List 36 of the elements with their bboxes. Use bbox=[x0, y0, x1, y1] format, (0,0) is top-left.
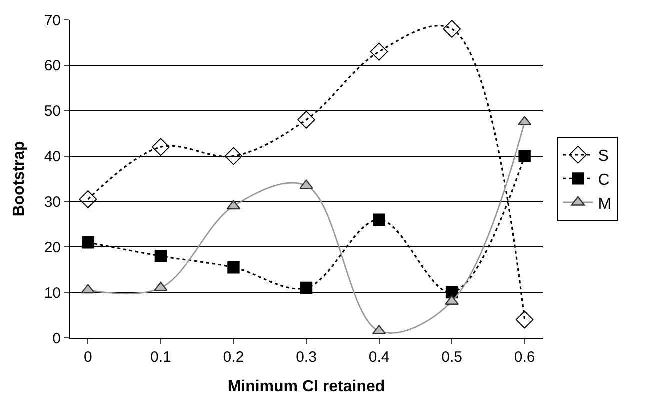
y-tick-label: 0 bbox=[52, 330, 61, 348]
point bbox=[300, 180, 314, 190]
point bbox=[373, 214, 386, 226]
x-tick-label: 0.5 bbox=[442, 349, 462, 366]
x-tick-label: 0 bbox=[84, 349, 92, 366]
y-tick-label: 10 bbox=[44, 284, 61, 302]
point bbox=[228, 261, 240, 274]
y-tick-label: 50 bbox=[44, 103, 61, 120]
x-tick-label: 0.3 bbox=[296, 349, 317, 366]
point bbox=[224, 147, 243, 166]
x-axis-title: Minimum CI retained bbox=[228, 378, 386, 396]
legend-label: S bbox=[598, 148, 609, 166]
point bbox=[443, 20, 461, 38]
point bbox=[300, 282, 313, 294]
y-axis-title: Bootstrap bbox=[11, 141, 28, 217]
x-tick-label: 0.1 bbox=[150, 349, 172, 366]
point bbox=[154, 250, 168, 262]
point bbox=[154, 282, 168, 292]
x-tick-label: 0.6 bbox=[514, 349, 536, 366]
legend-label: C bbox=[598, 172, 610, 189]
x-tick-label: 0.2 bbox=[223, 349, 244, 366]
point bbox=[370, 42, 388, 61]
y-tick-label: 70 bbox=[44, 12, 61, 30]
y-tick-label: 40 bbox=[44, 148, 61, 166]
y-tick-label: 20 bbox=[44, 239, 61, 256]
y-tick-label: 60 bbox=[44, 58, 61, 75]
point bbox=[152, 138, 170, 156]
point bbox=[518, 150, 531, 162]
point bbox=[445, 296, 459, 306]
point bbox=[82, 236, 94, 249]
legend-label: M bbox=[598, 196, 612, 213]
point bbox=[516, 310, 534, 329]
point bbox=[79, 190, 98, 208]
point bbox=[298, 110, 316, 129]
x-tick-label: 0.4 bbox=[368, 349, 390, 366]
y-tick-label: 30 bbox=[44, 194, 61, 211]
